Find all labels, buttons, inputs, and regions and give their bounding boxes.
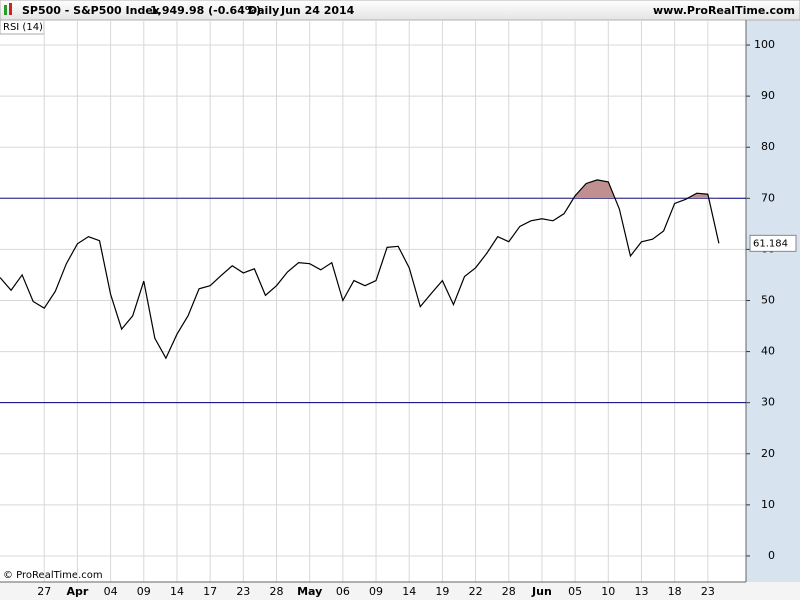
x-tick-label: 09 bbox=[369, 585, 383, 598]
y-tick-label: 70 bbox=[761, 191, 775, 204]
y-tick-label: 0 bbox=[768, 549, 775, 562]
x-tick-label: 18 bbox=[668, 585, 682, 598]
y-axis-panel bbox=[746, 20, 800, 582]
x-tick-label: 14 bbox=[170, 585, 184, 598]
symbol: SP500 - S&P500 Index bbox=[22, 4, 160, 17]
y-tick-label: 50 bbox=[761, 293, 775, 306]
site[interactable]: www.ProRealTime.com bbox=[653, 4, 795, 17]
candle-icon bbox=[4, 5, 7, 15]
candle-icon bbox=[9, 3, 12, 15]
x-tick-label: 22 bbox=[469, 585, 483, 598]
y-tick-label: 30 bbox=[761, 396, 775, 409]
y-tick-label: 80 bbox=[761, 140, 775, 153]
x-tick-label: 13 bbox=[634, 585, 648, 598]
x-tick-label: 05 bbox=[568, 585, 582, 598]
x-tick-label: 06 bbox=[336, 585, 350, 598]
rsi-line bbox=[0, 179, 720, 360]
x-tick-label: 10 bbox=[601, 585, 615, 598]
y-tick-label: 90 bbox=[761, 89, 775, 102]
x-tick-label: 27 bbox=[37, 585, 51, 598]
x-tick-label: 17 bbox=[203, 585, 217, 598]
copyright: © ProRealTime.com bbox=[3, 570, 103, 581]
y-tick-label: 10 bbox=[761, 498, 775, 511]
x-tick-label: Jun bbox=[531, 585, 552, 598]
period: Daily bbox=[248, 4, 279, 17]
x-tick-label: 23 bbox=[701, 585, 715, 598]
x-tick-label: 19 bbox=[435, 585, 449, 598]
y-tick-label: 40 bbox=[761, 345, 775, 358]
x-tick-label: 23 bbox=[236, 585, 250, 598]
x-tick-label: 14 bbox=[402, 585, 416, 598]
y-tick-label: 20 bbox=[761, 447, 775, 460]
indicator-title: RSI (14) bbox=[3, 22, 43, 33]
plot-area bbox=[0, 20, 746, 582]
x-tick-label: 09 bbox=[137, 585, 151, 598]
x-tick-label: 28 bbox=[270, 585, 284, 598]
last-value-label: 61.184 bbox=[753, 238, 788, 249]
x-tick-label: 28 bbox=[502, 585, 516, 598]
quote: 1,949.98 (-0.64%) bbox=[150, 4, 261, 17]
y-tick-label: 100 bbox=[754, 38, 775, 51]
x-tick-label: Apr bbox=[67, 585, 89, 598]
date: Jun 24 2014 bbox=[280, 4, 355, 17]
x-tick-label: 04 bbox=[104, 585, 118, 598]
x-tick-label: May bbox=[297, 585, 322, 598]
last-value-box bbox=[749, 234, 797, 252]
header-bar bbox=[0, 0, 800, 21]
